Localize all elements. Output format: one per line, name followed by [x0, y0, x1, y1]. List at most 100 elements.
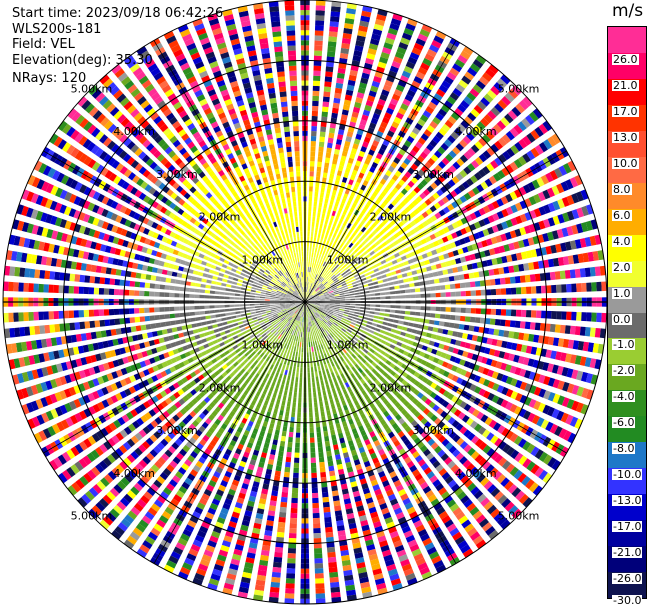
- velocity-gate: [441, 400, 450, 408]
- velocity-gate: [329, 304, 336, 306]
- velocity-gate: [569, 176, 579, 188]
- velocity-gate: [486, 89, 497, 100]
- velocity-gate: [296, 346, 299, 352]
- velocity-gate: [341, 271, 347, 276]
- velocity-gate: [519, 275, 526, 283]
- velocity-gate: [340, 225, 346, 231]
- velocity-gate: [493, 328, 500, 336]
- velocity-gate: [342, 360, 348, 366]
- velocity-gate: [533, 261, 540, 270]
- velocity-gate: [403, 530, 414, 539]
- velocity-gate: [337, 274, 343, 279]
- velocity-gate: [405, 534, 416, 543]
- velocity-gate: [310, 283, 313, 288]
- velocity-gate: [435, 30, 447, 40]
- velocity-gate: [336, 386, 341, 392]
- velocity-gate: [443, 495, 454, 504]
- velocity-gate: [367, 240, 374, 246]
- velocity-gate: [318, 283, 323, 288]
- velocity-gate: [569, 416, 579, 428]
- velocity-gate: [309, 303, 315, 306]
- velocity-gate: [311, 315, 315, 321]
- velocity-gate: [307, 311, 310, 317]
- velocity-gate: [235, 329, 242, 334]
- velocity-gate: [328, 309, 334, 312]
- velocity-gate: [437, 146, 446, 155]
- velocity-gate: [413, 380, 421, 387]
- velocity-gate: [321, 111, 328, 118]
- velocity-gate: [463, 166, 472, 175]
- velocity-gate: [420, 306, 426, 311]
- velocity-gate: [325, 300, 331, 302]
- velocity-gate: [370, 85, 379, 93]
- velocity-gate: [403, 338, 409, 344]
- velocity-gate: [363, 393, 370, 401]
- velocity-gate: [391, 259, 398, 265]
- velocity-gate: [425, 105, 435, 115]
- velocity-gate: [404, 412, 412, 420]
- velocity-gate: [368, 314, 375, 318]
- velocity-gate: [325, 302, 331, 304]
- velocity-gate: [426, 411, 434, 419]
- velocity-gate: [477, 366, 485, 374]
- velocity-gate: [324, 157, 331, 164]
- velocity-gate: [329, 298, 336, 300]
- velocity-gate: [313, 262, 317, 269]
- velocity-gate: [320, 471, 327, 478]
- velocity-gate: [463, 444, 472, 453]
- velocity-gate: [449, 190, 458, 198]
- velocity-gate: [314, 313, 318, 318]
- velocity-gate: [415, 38, 426, 47]
- velocity-gate: [313, 237, 317, 243]
- velocity-gate: [266, 379, 272, 386]
- velocity-gate: [538, 451, 549, 463]
- velocity-gate: [335, 299, 341, 301]
- velocity-gate: [534, 273, 541, 282]
- velocity-gate: [428, 195, 436, 203]
- velocity-gate: [436, 188, 444, 197]
- velocity-gate: [518, 455, 528, 466]
- velocity-gate: [309, 437, 315, 443]
- velocity-gate: [368, 390, 375, 397]
- velocity-gate: [308, 295, 313, 299]
- velocity-gate: [347, 79, 356, 87]
- velocity-gate: [269, 454, 275, 461]
- velocity-gate: [382, 512, 392, 520]
- velocity-gate: [345, 338, 351, 344]
- velocity-gate: [286, 446, 293, 453]
- velocity-gate: [285, 578, 295, 584]
- velocity-gate: [451, 395, 459, 404]
- velocity-gate: [315, 583, 325, 589]
- velocity-gate: [557, 198, 565, 209]
- velocity-gate: [283, 471, 290, 478]
- velocity-gate: [306, 306, 310, 312]
- velocity-gate: [482, 390, 491, 399]
- velocity-gate: [581, 282, 587, 292]
- velocity-gate: [314, 191, 319, 198]
- velocity-gate: [343, 258, 349, 264]
- velocity-gate: [450, 464, 460, 473]
- velocity-gate: [373, 351, 380, 357]
- velocity-gate: [282, 363, 286, 370]
- velocity-gate: [294, 386, 298, 393]
- velocity-gate: [297, 356, 301, 363]
- velocity-gate: [577, 253, 585, 263]
- velocity-gate: [309, 277, 312, 283]
- velocity-gate: [317, 156, 323, 163]
- velocity-gate: [472, 535, 484, 545]
- velocity-gate: [532, 108, 543, 119]
- velocity-gate: [366, 443, 373, 451]
- velocity-gate: [358, 385, 364, 392]
- velocity-gate: [421, 253, 428, 259]
- velocity-gate: [329, 398, 334, 405]
- velocity-gate: [309, 181, 314, 187]
- velocity-gate: [552, 200, 561, 211]
- velocity-gate: [387, 102, 397, 111]
- velocity-gate: [347, 386, 353, 393]
- velocity-gate: [490, 359, 498, 368]
- velocity-gate: [522, 184, 532, 194]
- velocity-gate: [269, 586, 280, 593]
- velocity-gate: [518, 408, 527, 418]
- velocity-gate: [407, 258, 414, 264]
- velocity-gate: [446, 499, 457, 508]
